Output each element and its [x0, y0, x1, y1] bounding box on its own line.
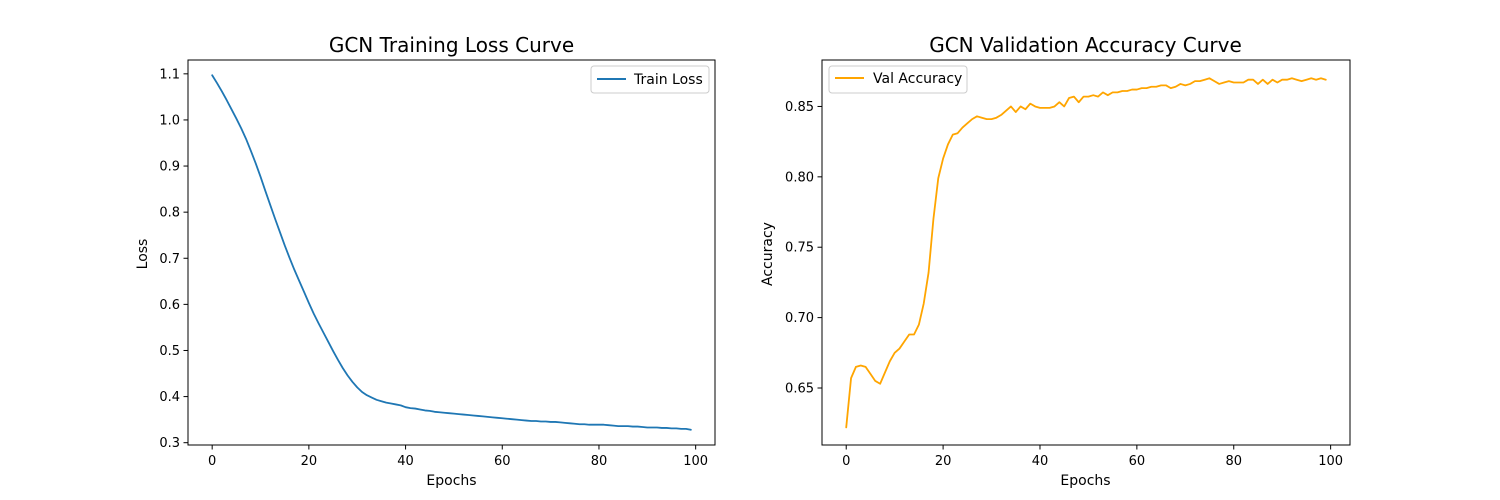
- accuracy-y-tick-label: 0.70: [785, 311, 814, 326]
- accuracy-legend-label: Val Accuracy: [873, 71, 962, 87]
- loss-chart-ticks: 0 20 40 60 80 100 0.3 0.4 0.5 0.6 0.7 0.8 0.9 1.0 1.1: [159, 67, 708, 469]
- loss-y-tick-label: 0.4: [159, 390, 180, 405]
- accuracy-series-line: [845, 77, 1327, 429]
- loss-x-tick-label: 80: [591, 454, 608, 469]
- accuracy-chart: GCN Validation Accuracy Curve Epochs Acc…: [760, 33, 1351, 489]
- loss-chart-legend: Train Loss: [590, 65, 710, 94]
- accuracy-chart-title: GCN Validation Accuracy Curve: [929, 33, 1242, 57]
- accuracy-y-tick-label: 0.80: [785, 170, 814, 185]
- accuracy-x-tick-label: 100: [1318, 454, 1343, 469]
- loss-chart-series: [211, 74, 692, 431]
- loss-y-tick-label: 0.3: [159, 436, 180, 451]
- loss-y-tick-label: 0.5: [159, 344, 180, 359]
- loss-series-line: [211, 74, 692, 431]
- accuracy-chart-frame: [821, 59, 1351, 446]
- loss-y-tick-label: 0.9: [159, 160, 180, 175]
- accuracy-y-tick-label: 0.75: [785, 241, 814, 256]
- loss-y-tick-label: 1.0: [159, 113, 180, 128]
- loss-x-tick-label: 0: [208, 454, 216, 469]
- loss-legend-box: [590, 65, 710, 94]
- accuracy-x-tick-label: 60: [1129, 454, 1146, 469]
- loss-y-tick-label: 0.8: [159, 206, 180, 221]
- loss-x-tick-label: 20: [301, 454, 318, 469]
- accuracy-y-tick-label: 0.85: [785, 100, 814, 115]
- accuracy-x-tick-label: 20: [935, 454, 952, 469]
- loss-chart-ylabel: Loss: [135, 239, 151, 270]
- loss-x-tick-label: 100: [683, 454, 708, 469]
- loss-chart: GCN Training Loss Curve Epochs Loss 0 20 4…: [135, 33, 716, 489]
- loss-legend-label: Train Loss: [633, 72, 703, 88]
- accuracy-legend-box: [828, 65, 968, 94]
- accuracy-x-tick-label: 40: [1032, 454, 1049, 469]
- loss-chart-xlabel: Epochs: [426, 473, 476, 489]
- loss-y-tick-label: 1.1: [159, 67, 180, 82]
- loss-y-tick-label: 0.6: [159, 298, 180, 313]
- loss-x-tick-label: 60: [494, 454, 511, 469]
- loss-chart-title: GCN Training Loss Curve: [329, 33, 574, 57]
- accuracy-x-tick-label: 0: [842, 454, 850, 469]
- loss-y-tick-label: 0.7: [159, 252, 180, 267]
- accuracy-chart-ticks: 0 20 40 60 80 100 0.65 0.70 0.75 0.80 0.85: [785, 100, 1343, 469]
- accuracy-chart-legend: Val Accuracy: [828, 65, 968, 94]
- accuracy-x-tick-label: 80: [1225, 454, 1242, 469]
- accuracy-chart-series: [845, 77, 1327, 429]
- accuracy-chart-ylabel: Accuracy: [760, 222, 776, 286]
- accuracy-chart-xlabel: Epochs: [1060, 473, 1110, 489]
- accuracy-y-tick-label: 0.65: [785, 381, 814, 396]
- loss-x-tick-label: 40: [397, 454, 414, 469]
- loss-chart-frame: [187, 59, 716, 446]
